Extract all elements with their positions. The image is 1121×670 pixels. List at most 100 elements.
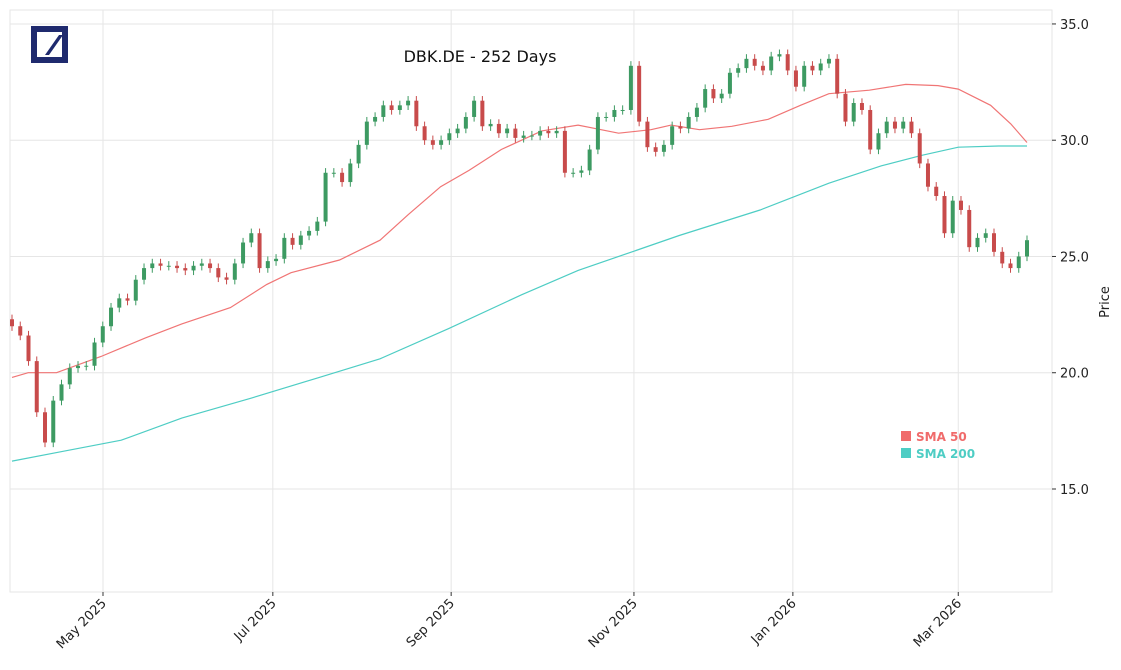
candle-body [274, 258, 279, 262]
logo-slash-icon [45, 35, 64, 55]
candle-body [463, 116, 468, 129]
candle-body [884, 121, 889, 134]
candle [315, 216, 320, 236]
candle [373, 112, 378, 127]
candle [439, 135, 444, 150]
candle [554, 126, 559, 138]
candle [1016, 251, 1021, 273]
candle-body [406, 100, 411, 106]
candle-body [703, 89, 708, 108]
candle [571, 168, 576, 178]
candle [785, 49, 790, 76]
candle-body [991, 233, 996, 252]
candle-body [661, 144, 666, 152]
candle [818, 58, 823, 76]
candle-body [694, 107, 699, 117]
candle [538, 126, 543, 141]
candle [727, 68, 732, 99]
candle [851, 98, 856, 127]
candle-body [917, 133, 922, 164]
candle [43, 407, 48, 448]
candle [859, 98, 864, 115]
candle-body [76, 365, 81, 369]
x-tick-label: Sep 2025 [404, 596, 458, 650]
candle-body [290, 237, 295, 245]
candle-body [843, 93, 848, 122]
candle-body [826, 58, 831, 64]
candle-body [958, 200, 963, 210]
candle-body [604, 116, 609, 118]
candle-body [241, 242, 246, 264]
candle [793, 65, 798, 92]
candle-body [26, 335, 31, 362]
candle [158, 258, 163, 271]
candle-body [727, 72, 732, 94]
candle [249, 228, 254, 248]
candle-body [488, 123, 493, 127]
candle-body [628, 65, 633, 110]
candle [389, 100, 394, 115]
candle-body [521, 135, 526, 138]
candle [505, 123, 510, 138]
candle-body [1025, 240, 1029, 257]
candle [142, 263, 147, 285]
candle [447, 128, 452, 145]
candle-body [439, 140, 444, 145]
candle [455, 123, 460, 138]
candle-body [983, 233, 988, 238]
candle [109, 302, 114, 331]
candle [562, 126, 567, 178]
grid [10, 10, 1052, 592]
y-tick-label: 30.0 [1060, 134, 1089, 149]
candle [529, 130, 534, 141]
candle [835, 54, 840, 99]
candle [406, 96, 411, 110]
candle-body [84, 365, 89, 367]
candle [232, 258, 237, 285]
candle [579, 165, 584, 178]
candle-body [942, 196, 947, 234]
candle [364, 116, 369, 150]
candle-body [331, 172, 336, 174]
candle-body [571, 172, 576, 174]
candle-body [670, 126, 675, 145]
candle-body [554, 130, 559, 134]
candle [307, 226, 312, 241]
candle [769, 51, 774, 76]
candle-body [529, 135, 534, 137]
candle [166, 261, 171, 271]
candle-body [340, 172, 345, 183]
candle [356, 140, 361, 169]
candle [612, 105, 617, 122]
candle [430, 135, 435, 150]
candle-body [455, 128, 460, 134]
candle [117, 293, 122, 313]
candle [92, 337, 97, 371]
candle [414, 96, 419, 131]
y-tick-label: 25.0 [1060, 250, 1089, 265]
candle [892, 116, 897, 134]
candle-body [208, 263, 213, 269]
candle [1025, 235, 1029, 262]
candle-body [711, 89, 716, 99]
candle-body [315, 221, 320, 231]
candle [51, 395, 56, 448]
candle [884, 116, 889, 138]
candle [645, 116, 650, 152]
candle [290, 233, 295, 250]
candle [26, 330, 31, 366]
y-tick-label: 15.0 [1060, 483, 1089, 498]
candle-body [950, 200, 955, 234]
y-axis-label: Price [1098, 286, 1113, 318]
candle-body [562, 130, 567, 173]
x-tick-label: Mar 2026 [911, 596, 965, 650]
legend-label-sma200: SMA 200 [916, 447, 975, 461]
candle-body [191, 265, 196, 271]
candle [175, 261, 180, 273]
candle [199, 258, 204, 271]
candle-body [1000, 251, 1005, 264]
candle [208, 258, 213, 273]
candle [348, 158, 353, 187]
candle-body [752, 58, 757, 66]
candle [191, 261, 196, 276]
